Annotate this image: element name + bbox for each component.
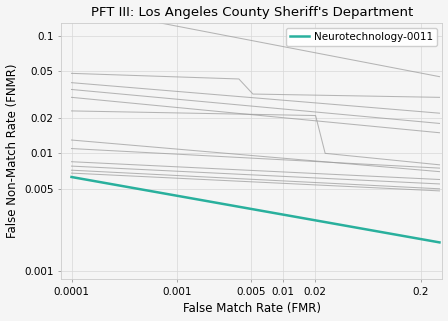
X-axis label: False Match Rate (FMR): False Match Rate (FMR) <box>183 302 321 316</box>
Neurotechnology-0011 <box>246 206 251 210</box>
Title: PFT III: Los Angeles County Sheriff's Department: PFT III: Los Angeles County Sheriff's De… <box>91 5 413 19</box>
Neurotechnology-0011 <box>370 229 376 232</box>
Neurotechnology-0011 <box>437 240 442 244</box>
Line: Neurotechnology-0011: Neurotechnology-0011 <box>72 177 439 242</box>
Neurotechnology-0011 <box>288 214 293 218</box>
Y-axis label: False Non-Match Rate (FNMR): False Non-Match Rate (FNMR) <box>5 64 18 238</box>
Legend: Neurotechnology-0011: Neurotechnology-0011 <box>286 28 437 46</box>
Neurotechnology-0011 <box>268 211 273 214</box>
Neurotechnology-0011 <box>244 206 249 210</box>
Neurotechnology-0011 <box>69 175 74 179</box>
Neurotechnology-0011 <box>428 239 433 243</box>
